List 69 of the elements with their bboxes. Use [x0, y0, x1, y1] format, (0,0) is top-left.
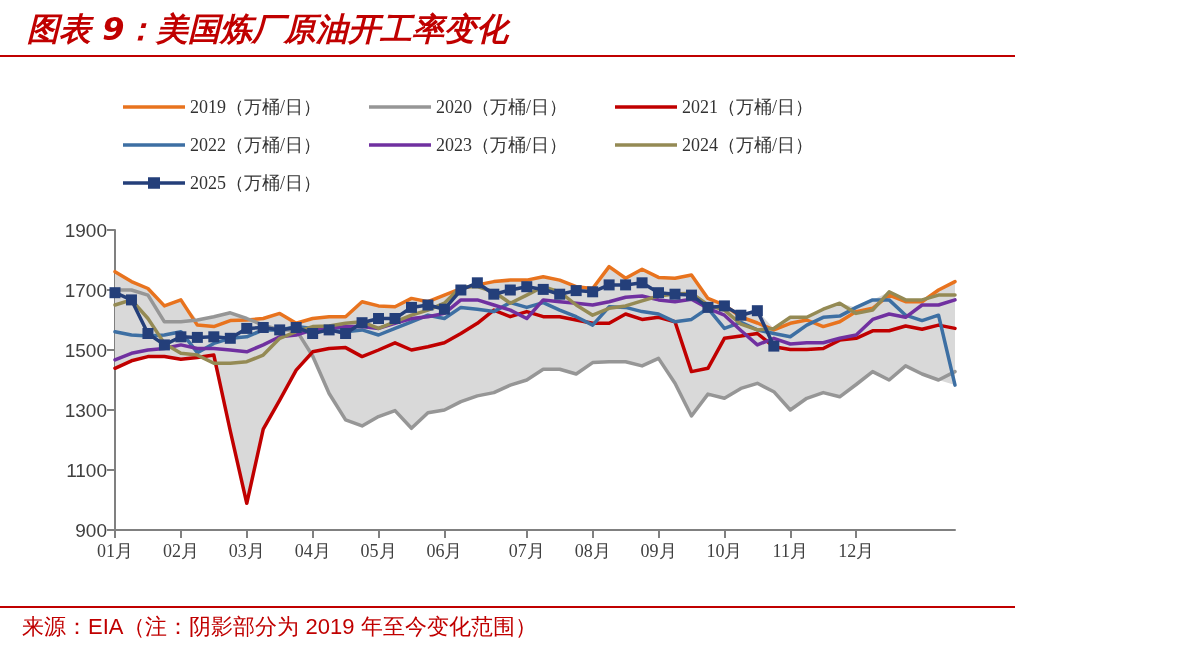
point — [257, 322, 269, 333]
point — [521, 281, 533, 293]
legend-label: 2025（万桶/日） — [190, 173, 322, 193]
point — [455, 284, 467, 296]
x-tick-label: 07月 — [508, 541, 545, 561]
legend-label: 2021（万桶/日） — [682, 97, 814, 117]
point — [471, 277, 483, 289]
point — [702, 301, 714, 313]
point — [504, 284, 516, 296]
point — [554, 288, 566, 300]
point — [653, 287, 665, 299]
x-tick-label: 08月 — [574, 541, 611, 561]
point — [323, 324, 335, 336]
point — [488, 288, 500, 300]
legend-label: 2024（万桶/日） — [682, 135, 814, 155]
point — [290, 322, 302, 333]
point — [389, 313, 401, 324]
point — [422, 299, 434, 311]
x-tick-label: 03月 — [228, 541, 265, 561]
x-tick-label: 02月 — [162, 541, 199, 561]
point — [224, 332, 236, 344]
point — [405, 301, 417, 313]
point — [620, 279, 632, 291]
x-tick-label: 06月 — [426, 541, 463, 561]
x-tick-label: 09月 — [640, 541, 677, 561]
chart-title: 图表 9：美国炼厂原油开工率变化 — [27, 10, 512, 48]
point — [373, 313, 385, 324]
point — [685, 289, 697, 301]
source-note: 来源：EIA（注：阴影部分为 2019 年至今变化范围） — [22, 613, 537, 639]
x-tick-label: 05月 — [360, 541, 397, 561]
legend-label: 2023（万桶/日） — [436, 135, 568, 155]
point — [718, 300, 730, 312]
legend-label: 2019（万桶/日） — [190, 97, 322, 117]
point — [587, 286, 599, 298]
point — [438, 303, 450, 315]
point — [125, 294, 137, 306]
x-tick-label: 01月 — [97, 541, 133, 561]
point — [768, 340, 780, 352]
point — [570, 285, 582, 297]
point — [191, 331, 203, 343]
point — [537, 283, 549, 295]
y-tick-label: 1300 — [64, 399, 107, 421]
point — [669, 288, 681, 300]
point — [356, 317, 368, 329]
point — [208, 331, 220, 343]
y-tick-label: 1900 — [64, 219, 107, 241]
legend-label: 2022（万桶/日） — [190, 135, 322, 155]
x-tick-label: 11月 — [772, 541, 808, 561]
y-tick-label: 1100 — [66, 459, 107, 481]
point — [175, 331, 187, 343]
point — [603, 279, 615, 291]
y-tick-label: 1500 — [64, 339, 107, 361]
y-tick-label: 900 — [75, 519, 107, 541]
point — [735, 309, 747, 321]
line-series — [113, 308, 957, 506]
point — [340, 328, 352, 339]
y-tick-label: 1700 — [64, 279, 107, 301]
legend-label: 2020（万桶/日） — [436, 97, 568, 117]
point — [274, 324, 286, 336]
x-tick-label: 10月 — [706, 541, 743, 561]
x-tick-label: 12月 — [838, 541, 875, 561]
point — [241, 322, 253, 334]
point — [158, 339, 170, 351]
point — [307, 328, 319, 339]
point — [109, 287, 121, 299]
point — [751, 305, 763, 317]
point — [636, 277, 648, 289]
x-tick-label: 04月 — [294, 541, 331, 561]
point — [142, 328, 154, 339]
